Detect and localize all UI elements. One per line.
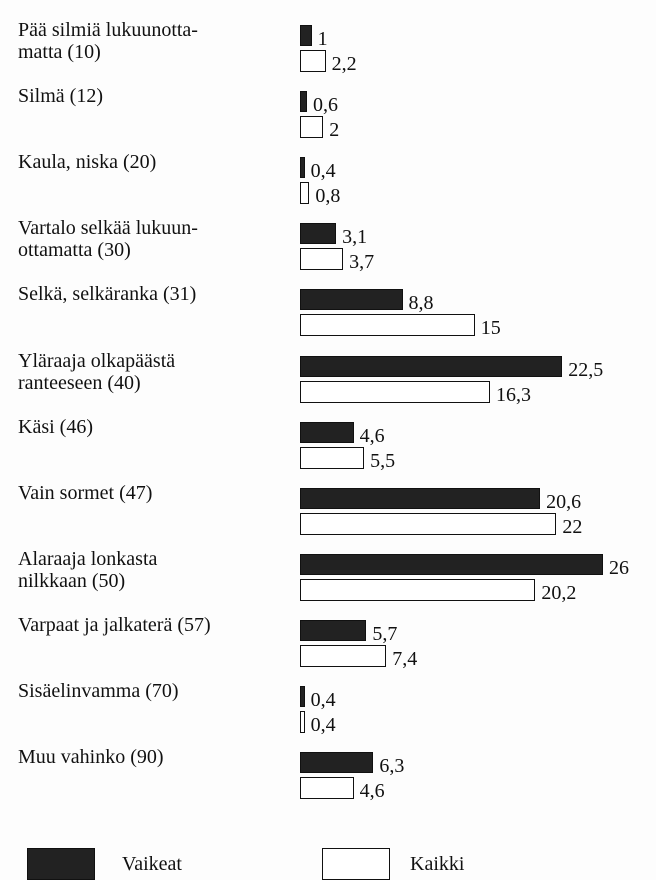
legend-swatch bbox=[322, 848, 390, 880]
category-label: Varpaat ja jalkaterä (57) bbox=[18, 613, 211, 636]
bar bbox=[300, 223, 337, 245]
category-label: Sisäelinvamma (70) bbox=[18, 680, 179, 702]
value-label: 15 bbox=[480, 317, 501, 340]
value-label: 2,2 bbox=[331, 53, 357, 75]
value-label: 7,4 bbox=[392, 647, 418, 670]
value-label: 6,3 bbox=[379, 755, 405, 778]
category-label: Yläraaja olkapäästä ranteeseen (40) bbox=[18, 349, 176, 394]
value-label: 1 bbox=[317, 28, 328, 50]
value-label: 0,4 bbox=[310, 689, 336, 711]
value-label: 5,5 bbox=[370, 449, 396, 472]
bar bbox=[300, 752, 374, 774]
bar bbox=[300, 289, 403, 311]
bar bbox=[300, 711, 305, 733]
bar bbox=[300, 116, 324, 139]
category-label: Käsi (46) bbox=[18, 415, 93, 438]
bar bbox=[300, 644, 387, 667]
category-label: Silmä (12) bbox=[18, 85, 103, 108]
bar bbox=[300, 157, 305, 179]
category-label: Vartalo selkää lukuun- ottamatta (30) bbox=[18, 217, 198, 262]
bar bbox=[300, 619, 367, 641]
legend-label: Vaikeat bbox=[122, 853, 182, 875]
value-label: 22,5 bbox=[568, 358, 604, 381]
bar bbox=[300, 25, 312, 46]
value-label: 16,3 bbox=[495, 383, 531, 406]
value-label: 8,8 bbox=[408, 292, 434, 315]
bar bbox=[300, 446, 365, 469]
value-label: 2 bbox=[329, 119, 340, 142]
bar bbox=[300, 380, 490, 403]
bar bbox=[300, 578, 536, 601]
bar bbox=[300, 777, 354, 800]
legend-label: Kaikki bbox=[410, 853, 465, 875]
value-label: 4,6 bbox=[359, 780, 385, 803]
value-label: 20,2 bbox=[541, 581, 577, 604]
category-label: Kaula, niska (20) bbox=[18, 151, 157, 174]
value-label: 26 bbox=[609, 556, 629, 579]
legend-swatch bbox=[27, 848, 95, 880]
category-label: Selkä, selkäranka (31) bbox=[18, 283, 197, 306]
bar bbox=[300, 248, 344, 271]
bar bbox=[300, 553, 603, 575]
bar bbox=[300, 91, 307, 113]
category-label: Alaraaja lonkasta nilkkaan (50) bbox=[18, 547, 158, 592]
value-label: 22 bbox=[562, 515, 583, 538]
value-label: 5,7 bbox=[372, 622, 398, 645]
bar bbox=[300, 686, 305, 707]
bar bbox=[300, 421, 354, 443]
value-label: 3,7 bbox=[349, 251, 375, 274]
bar bbox=[300, 314, 475, 337]
value-label: 4,6 bbox=[359, 424, 385, 447]
bar bbox=[300, 512, 557, 535]
value-label: 0,4 bbox=[310, 714, 336, 736]
value-label: 3,1 bbox=[342, 226, 368, 249]
value-label: 20,6 bbox=[546, 490, 582, 513]
category-label: Pää silmiä lukuunotta- matta (10) bbox=[18, 19, 198, 63]
bar bbox=[300, 182, 310, 205]
category-label: Vain sormet (47) bbox=[18, 481, 153, 504]
bar bbox=[300, 355, 563, 377]
value-label: 0,4 bbox=[310, 160, 336, 183]
value-label: 0,8 bbox=[315, 185, 341, 208]
value-label: 0,6 bbox=[312, 94, 338, 117]
bar bbox=[300, 487, 541, 509]
category-label: Muu vahinko (90) bbox=[18, 746, 164, 769]
bar bbox=[300, 50, 326, 72]
